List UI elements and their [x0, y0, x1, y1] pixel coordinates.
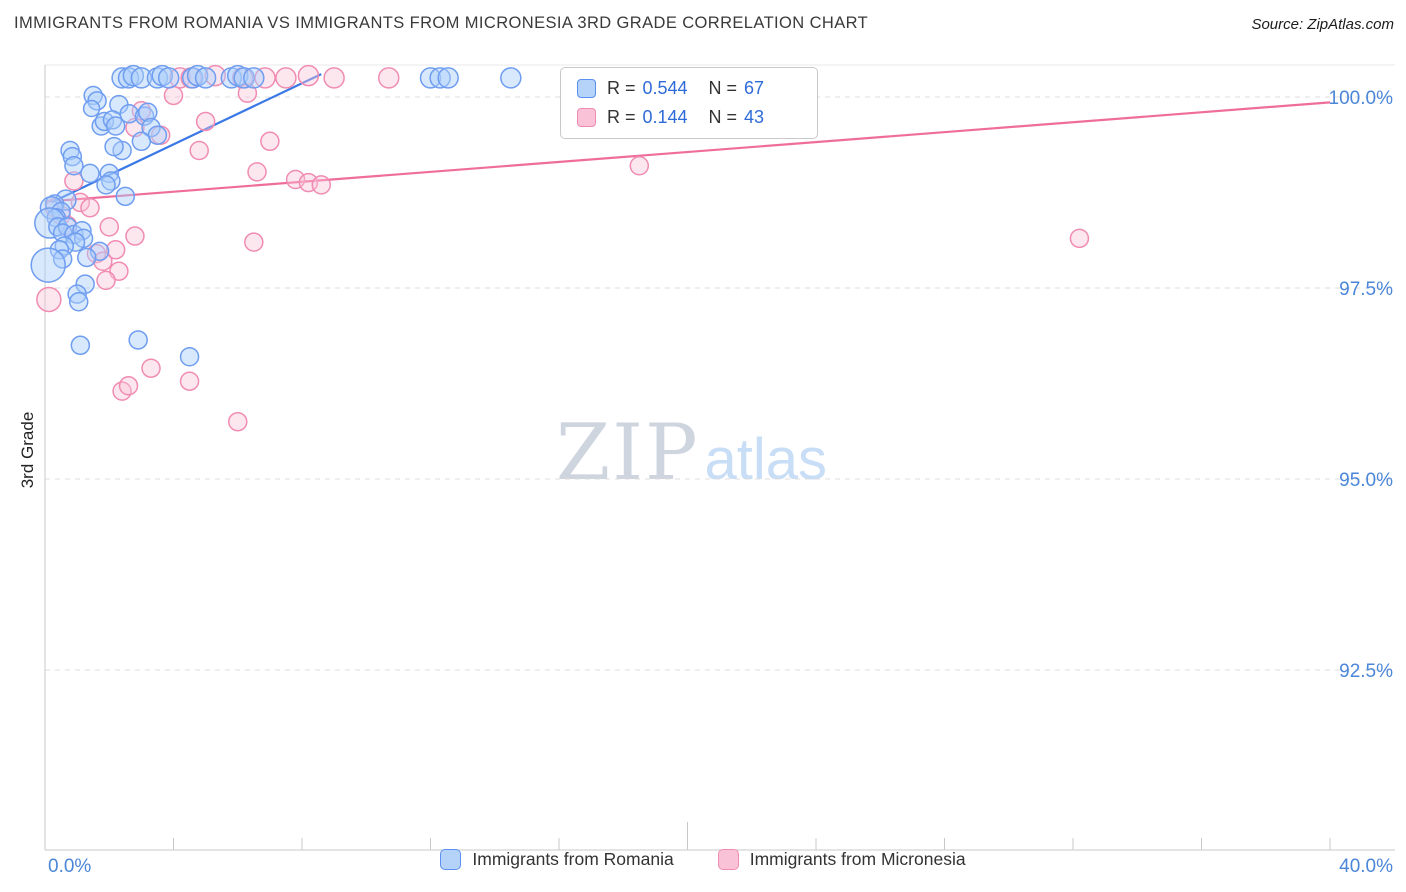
legend-row-micronesia: R = 0.144 N = 43: [577, 107, 801, 128]
svg-text:40.0%: 40.0%: [1339, 856, 1393, 877]
r-value: 0.144: [642, 107, 688, 127]
n-label: N =: [708, 107, 738, 127]
n-label: N =: [708, 78, 738, 98]
n-value: 43: [744, 107, 765, 127]
svg-text:97.5%: 97.5%: [1339, 279, 1393, 300]
romania-swatch-icon: [440, 849, 462, 870]
legend-item-label: Immigrants from Micronesia: [749, 849, 966, 869]
micronesia-swatch-icon: [577, 108, 596, 127]
r-value: 0.544: [642, 78, 688, 98]
legend-row-romania: R = 0.544 N = 67: [577, 78, 801, 99]
romania-swatch-icon: [577, 79, 596, 98]
series-legend: Immigrants from Romania Immigrants from …: [0, 849, 1406, 870]
svg-text:95.0%: 95.0%: [1339, 470, 1393, 491]
n-value: 67: [744, 78, 765, 98]
legend-item-label: Immigrants from Romania: [472, 849, 674, 869]
page-title: IMMIGRANTS FROM ROMANIA VS IMMIGRANTS FR…: [14, 14, 869, 32]
correlation-legend-box: R = 0.544 N = 67 R = 0.144 N = 43: [560, 67, 818, 139]
legend-item-romania: Immigrants from Romania: [440, 849, 674, 870]
source-attribution: Source: ZipAtlas.com: [1251, 16, 1394, 33]
svg-text:92.5%: 92.5%: [1339, 661, 1393, 682]
svg-text:0.0%: 0.0%: [48, 856, 91, 877]
micronesia-swatch-icon: [717, 849, 739, 870]
svg-text:100.0%: 100.0%: [1329, 88, 1394, 109]
r-label: R =: [607, 78, 636, 98]
legend-item-micronesia: Immigrants from Micronesia: [717, 849, 966, 870]
r-label: R =: [607, 107, 636, 127]
